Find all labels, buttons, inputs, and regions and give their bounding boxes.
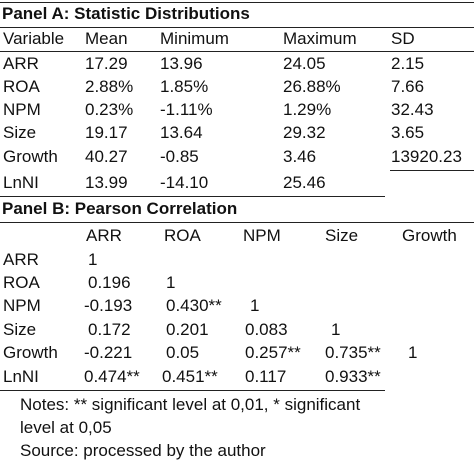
row-label: LnNI [3,367,39,386]
table-row: ROA 0.196 1 [0,272,474,294]
mean-value: 2.88% [85,77,134,96]
row-label: ARR [3,250,39,269]
minimum-value: 13.64 [160,123,203,142]
minimum-value: 13.96 [160,54,203,73]
arr-correlation: 1 [88,250,98,269]
table-notes: Notes: ** significant level at 0,01, * s… [20,393,460,462]
sd-value: 32.43 [391,100,434,119]
mean-value: 17.29 [85,54,128,73]
panel-b-title-rule [0,222,474,223]
table-row: Growth 40.27 -0.85 3.46 13920.23 [0,146,474,168]
minimum-value: -0.85 [160,147,199,166]
row-label: Growth [3,343,58,362]
panel-a-header-row: Variable Mean Minimum Maximum SD [0,28,474,50]
table-row: LnNI 13.99 -14.10 25.46 [0,172,474,194]
sd-value: 2.15 [391,54,425,73]
minimum-value: 1.85% [160,77,209,96]
column-header-variable: Variable [3,29,65,48]
notes-significance-line-1: Notes: ** significant level at 0,01, * s… [20,395,361,414]
panel-b-title: Panel B: Pearson Correlation [2,199,238,218]
minimum-value: -1.11% [160,100,213,119]
table-row: Size 0.172 0.201 0.083 1 [0,319,474,341]
row-label: ARR [3,54,39,73]
sd-value: 3.65 [391,123,425,142]
column-header-roa: ROA [164,226,201,245]
maximum-value: 26.88% [283,77,341,96]
row-label: Size [3,320,37,339]
row-label: Size [3,123,37,142]
notes-significance-line-2: level at 0,05 [20,418,112,437]
size-correlation: 0.735** [325,343,381,362]
panel-a-title-rule [0,27,474,28]
arr-correlation: -0.221 [84,343,133,362]
roa-correlation: 0.201 [166,320,209,339]
column-header-maximum: Maximum [283,29,357,48]
maximum-value: 25.46 [283,173,326,192]
column-header-minimum: Minimum [160,29,229,48]
maximum-value: 29.32 [283,123,326,142]
notes-source-line: Source: processed by the author [20,441,266,460]
table-row: NPM 0.23% -1.11% 1.29% 32.43 [0,99,474,121]
row-label: ROA [3,77,40,96]
table-row: Growth -0.221 0.05 0.257** 0.735** 1 [0,342,474,364]
table-row: LnNI 0.474** 0.451** 0.117 0.933** [0,366,474,388]
panel-a-bottom-rule [0,196,385,197]
mean-value: 40.27 [85,147,128,166]
growth-correlation: 1 [408,343,418,362]
table-row: ARR 1 [0,249,474,271]
table-row: Size 19.17 13.64 29.32 3.65 [0,122,474,144]
arr-correlation: 0.474** [84,367,140,386]
column-header-growth: Growth [402,226,457,245]
row-label: ROA [3,273,40,292]
row-label: LnNI [3,173,39,192]
sd-column-rule [390,170,474,171]
roa-correlation: 0.451** [162,367,218,386]
npm-correlation: 1 [250,296,260,315]
roa-correlation: 0.430** [166,296,222,315]
arr-correlation: 0.172 [88,320,131,339]
size-correlation: 1 [331,320,341,339]
column-header-sd: SD [391,29,415,48]
npm-correlation: 0.117 [245,367,287,386]
maximum-value: 24.05 [283,54,326,73]
npm-correlation: 0.257** [245,343,301,362]
sd-value: 13920.23 [391,147,462,166]
arr-correlation: -0.193 [84,296,133,315]
panel-a-header-rule [0,51,474,52]
panel-b-header-row: ARR ROA NPM Size Growth [0,225,474,247]
mean-value: 19.17 [85,123,128,142]
npm-correlation: 0.083 [245,320,288,339]
column-header-npm: NPM [243,226,281,245]
column-header-arr: ARR [86,226,122,245]
arr-correlation: 0.196 [88,273,131,292]
minimum-value: -14.10 [160,173,209,192]
panel-a-top-rule [0,2,474,3]
panel-b-bottom-rule [0,390,385,391]
column-header-size: Size [325,226,359,245]
panel-a-title: Panel A: Statistic Distributions [2,4,250,23]
table-row: ARR 17.29 13.96 24.05 2.15 [0,53,474,75]
row-label: NPM [3,100,41,119]
mean-value: 0.23% [85,100,134,119]
roa-correlation: 0.05 [166,343,200,362]
table-row: ROA 2.88% 1.85% 26.88% 7.66 [0,76,474,98]
sd-value: 7.66 [391,77,425,96]
mean-value: 13.99 [85,173,128,192]
row-label: Growth [3,147,58,166]
size-correlation: 0.933** [325,367,381,386]
table-row: NPM -0.193 0.430** 1 [0,295,474,317]
row-label: NPM [3,296,41,315]
roa-correlation: 1 [166,273,176,292]
maximum-value: 1.29% [283,100,332,119]
column-header-mean: Mean [85,29,128,48]
maximum-value: 3.46 [283,147,317,166]
